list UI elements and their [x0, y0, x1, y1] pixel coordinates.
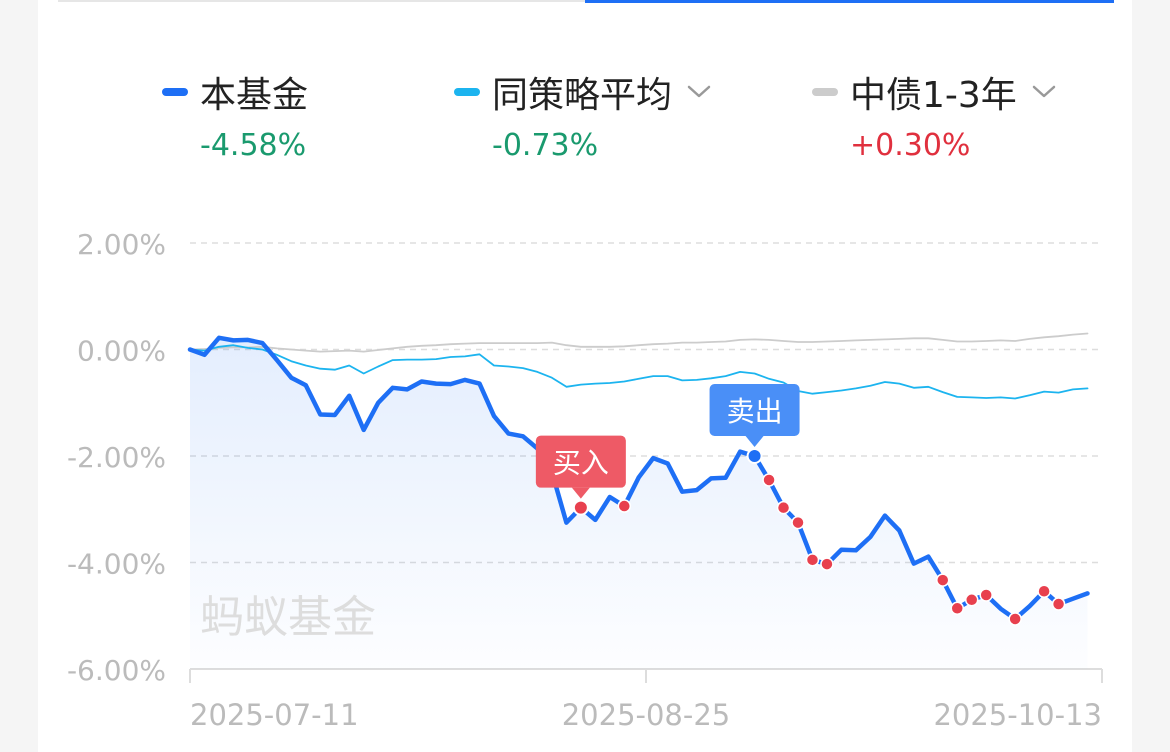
y-tick-label: 2.00%: [77, 228, 166, 261]
legend-swatch-benchmark: [812, 88, 838, 96]
hold-dot: [1037, 584, 1051, 599]
marker-label: 卖出: [727, 395, 783, 428]
x-tick-label: 2025-08-25: [562, 698, 731, 732]
hold-dot: [805, 553, 820, 567]
hold-dot: [1051, 597, 1066, 611]
legend-name-strategy: 同策略平均: [492, 75, 673, 116]
marker-point: [746, 448, 763, 464]
legend-value-strategy: -0.73%: [492, 128, 599, 163]
marker-point: [572, 499, 589, 516]
legend-value-fund: -4.58%: [200, 128, 307, 163]
buy-marker[interactable]: 买入: [535, 435, 626, 516]
legend-name-fund: 本基金: [200, 75, 309, 116]
legend-name-benchmark: 中债1-3年: [850, 75, 1017, 116]
hold-dot: [964, 593, 979, 607]
x-tick-label: 2025-07-11: [190, 698, 359, 732]
fund-area-fill: [190, 337, 1088, 669]
watermark-text: 蚂蚁基金: [200, 592, 376, 643]
hold-dot: [762, 473, 776, 487]
y-tick-label: -2.00%: [67, 441, 166, 474]
chart-y-tick-labels: 2.00% 0.00% -2.00% -4.00% -6.00%: [67, 228, 166, 687]
marker-pointer: [745, 436, 764, 447]
marker-pointer: [571, 487, 590, 499]
hold-dot: [820, 557, 834, 571]
legend-swatch-strategy: [454, 88, 480, 96]
chart-x-axis: 2025-07-11 2025-08-25 2025-10-13: [189, 668, 1103, 732]
y-tick-label: -4.00%: [67, 548, 166, 581]
legend-value-benchmark: +0.30%: [850, 128, 971, 163]
legend-item-fund[interactable]: 本基金 -4.58%: [162, 70, 308, 163]
legend-swatch-fund: [162, 88, 188, 96]
chart-series-lines: [187, 332, 1090, 622]
series-line-fund: [187, 335, 1090, 622]
marker-bubble: [709, 384, 800, 436]
series-line-strategy-average: [189, 344, 1089, 400]
hold-dot: [979, 588, 993, 602]
marker-bubble: [535, 435, 626, 488]
tab-underline-active[interactable]: [585, 0, 1114, 3]
x-tick-label: 2025-10-13: [933, 698, 1102, 732]
y-tick-label: -6.00%: [67, 654, 166, 687]
hold-dot: [936, 573, 950, 587]
y-tick-label: 0.00%: [77, 335, 166, 368]
hold-dot: [950, 601, 964, 616]
legend-item-benchmark[interactable]: 中债1-3年 +0.30%: [812, 70, 1059, 163]
chart-area-fill: [190, 337, 1088, 669]
chevron-down-icon[interactable]: [684, 77, 714, 107]
hold-dot: [1008, 612, 1022, 626]
hold-dot: [617, 499, 632, 513]
hold-dot: [791, 515, 805, 530]
legend-item-strategy-average[interactable]: 同策略平均 -0.73%: [454, 70, 714, 163]
hold-dot: [776, 500, 791, 515]
chart-trade-markers: 买入 卖出: [535, 384, 800, 516]
tab-underline-inactive[interactable]: [58, 0, 585, 2]
marker-label: 买入: [553, 447, 609, 480]
series-line-benchmark: [189, 332, 1089, 353]
sell-marker[interactable]: 卖出: [709, 384, 800, 464]
chevron-down-icon[interactable]: [1029, 77, 1059, 107]
